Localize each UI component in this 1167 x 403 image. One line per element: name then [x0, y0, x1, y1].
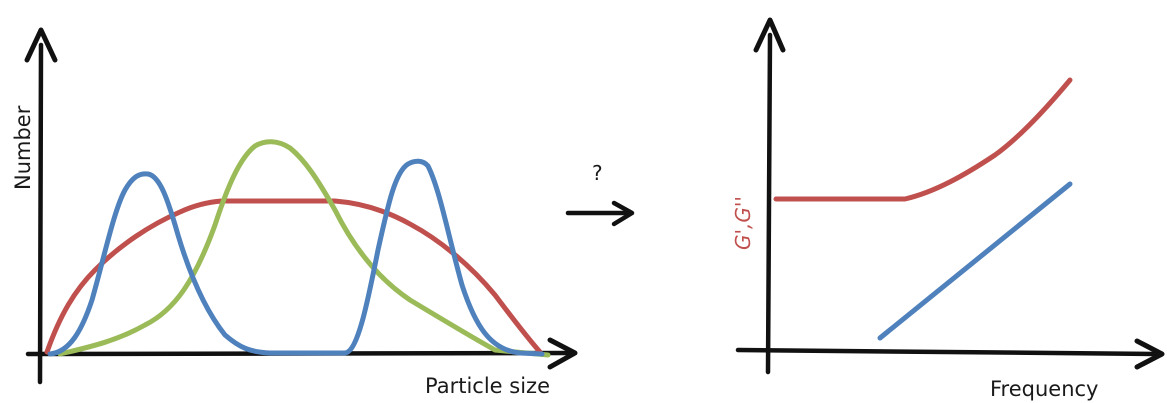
right-x-axis [735, 347, 1158, 357]
left-x-axis-label: Particle size [425, 374, 550, 398]
right-x-axis-arrowhead-icon [1134, 338, 1165, 370]
right-y-axis-label: G',G'' [731, 196, 755, 250]
right-y-axis-arrowhead-icon [753, 17, 786, 53]
left-y-axis-arrowhead-icon [24, 27, 58, 63]
question-mark: ? [592, 161, 603, 185]
green-single-peak-curve [57, 139, 551, 358]
left-y-axis-label: Number [11, 105, 35, 190]
red-plateau-rise-curve [773, 77, 1073, 202]
red-broad-distribution-curve [44, 198, 543, 355]
right-arrow-icon [611, 200, 635, 227]
blue-straight-line [877, 181, 1073, 341]
transition: ? [565, 161, 635, 227]
left-x-axis-arrowhead-icon [547, 337, 578, 370]
right-y-axis [765, 32, 773, 375]
left-y-axis [37, 42, 44, 385]
right-panel: G',G'' Frequency [731, 17, 1165, 401]
right-x-axis-label: Frequency [990, 377, 1099, 401]
blue-bimodal-curve [47, 158, 545, 357]
left-panel: Number Particle size [11, 27, 578, 398]
